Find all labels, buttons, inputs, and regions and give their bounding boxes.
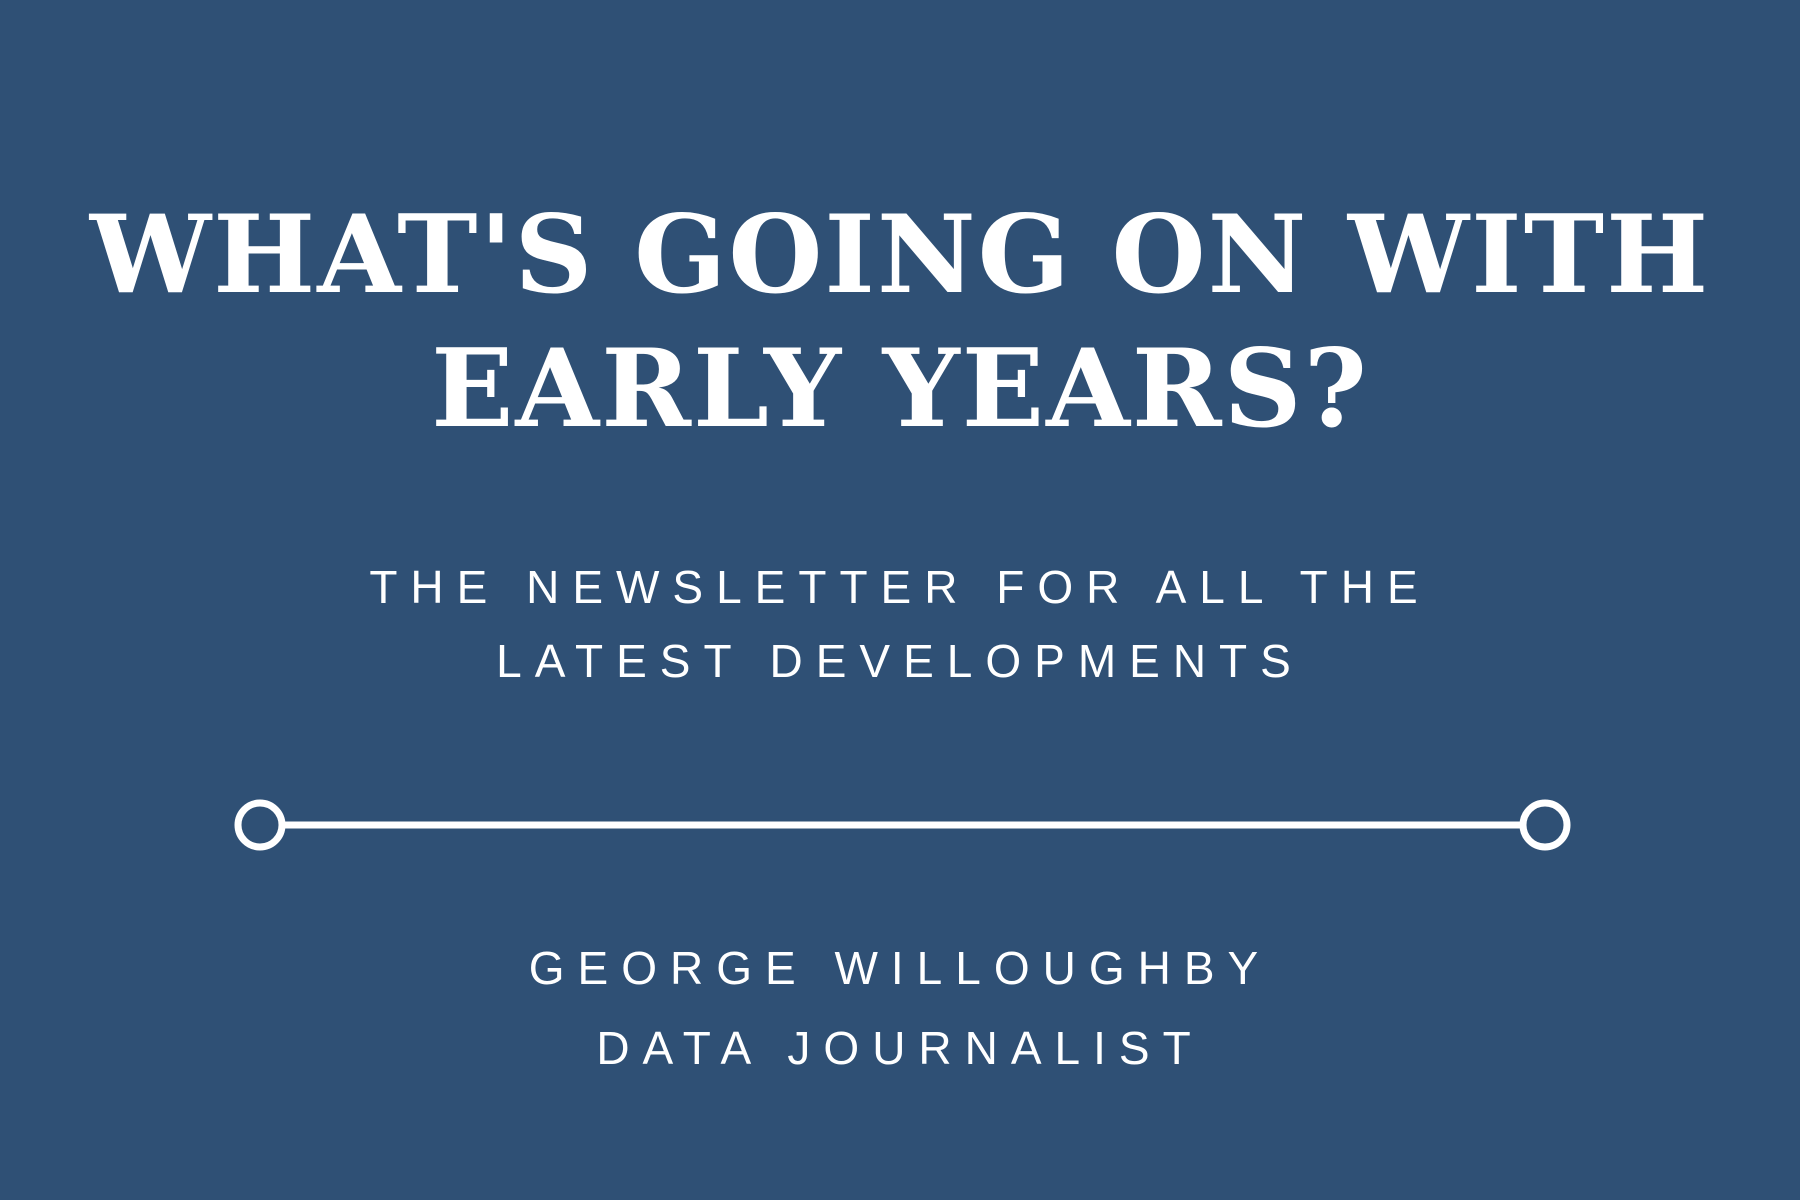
title-line-2: EARLY YEARS?: [431, 326, 1369, 452]
newsletter-title: WHAT'S GOING ON WITH EARLY YEARS?: [0, 188, 1800, 456]
divider-right-circle-icon: [1519, 799, 1571, 851]
subtitle-line-2: LATEST DEVELOPMENTS: [496, 635, 1304, 687]
divider-left-circle-icon: [234, 799, 286, 851]
author-byline: GEORGE WILLOUGHBY DATA JOURNALIST: [0, 928, 1800, 1088]
newsletter-subtitle: THE NEWSLETTER FOR ALL THE LATEST DEVELO…: [0, 550, 1800, 698]
title-line-1: WHAT'S GOING ON WITH: [89, 192, 1711, 318]
divider-line: [234, 799, 1571, 851]
subtitle-line-1: THE NEWSLETTER FOR ALL THE: [369, 561, 1431, 613]
author-role: DATA JOURNALIST: [596, 1022, 1204, 1074]
author-name: GEORGE WILLOUGHBY: [528, 942, 1272, 994]
